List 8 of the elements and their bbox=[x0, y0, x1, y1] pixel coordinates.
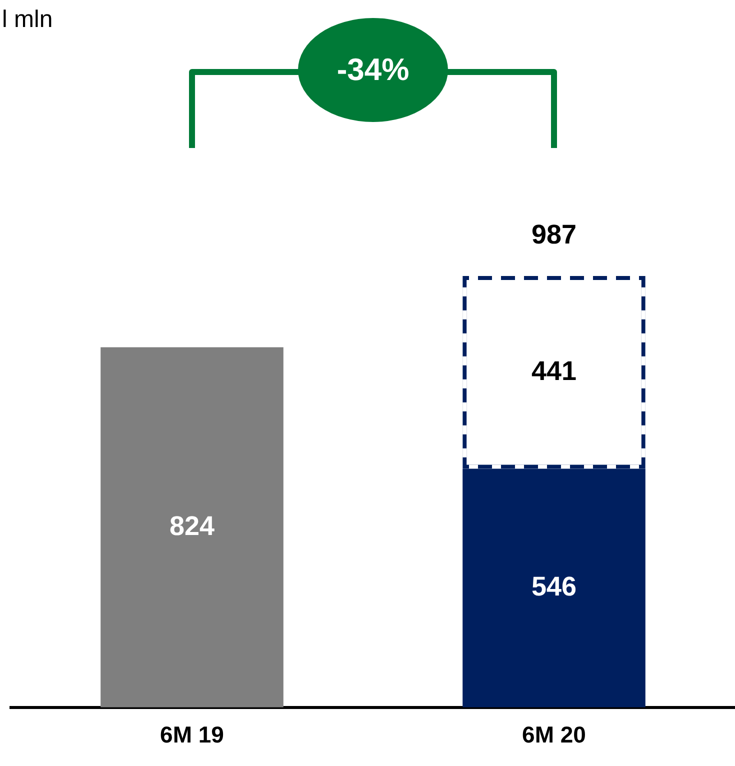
x-tick-label: 6M 19 bbox=[160, 722, 224, 748]
data-label: 546 bbox=[531, 572, 577, 602]
text: l mln bbox=[2, 6, 53, 34]
text: -34% bbox=[336, 52, 410, 88]
data-label: 824 bbox=[169, 510, 215, 541]
data-label: 441 bbox=[531, 356, 577, 386]
x-tick-label: 6M 20 bbox=[522, 722, 586, 748]
total-label: 987 bbox=[531, 220, 577, 250]
